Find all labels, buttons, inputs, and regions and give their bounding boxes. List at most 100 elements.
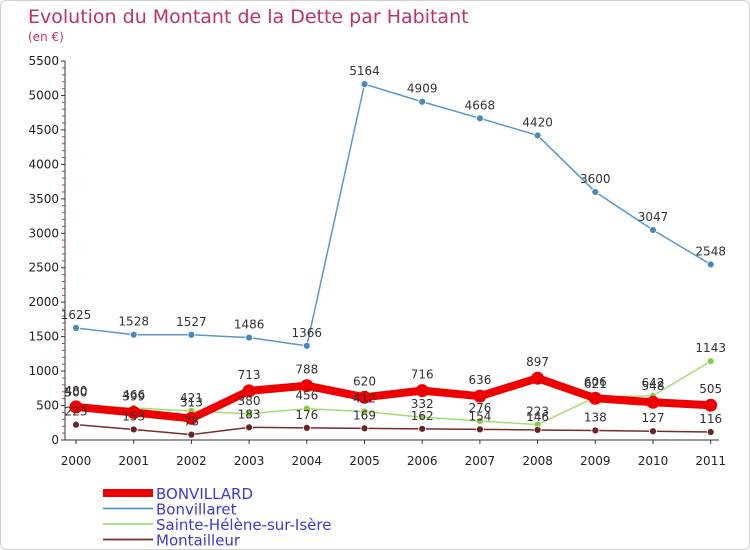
data-label-bonvillaret: 1528 <box>118 315 149 329</box>
data-label-sainte-helene-sur-isere: 412 <box>353 392 376 406</box>
data-label-sainte-helene-sur-isere: 1143 <box>695 341 726 355</box>
data-label-sainte-helene-sur-isere: 621 <box>584 377 607 391</box>
data-label-bonvillaret: 3047 <box>638 210 669 224</box>
data-label-bonvillaret: 1366 <box>292 326 323 340</box>
series-bonvillard <box>69 371 718 425</box>
data-point-sainte-helene-sur-isere <box>245 409 254 418</box>
data-label-bonvillard: 788 <box>295 363 318 377</box>
legend: BONVILLARDBonvillaretSainte-Hélène-sur-I… <box>103 485 331 550</box>
data-label-bonvillaret: 1486 <box>234 318 265 332</box>
chart-axes: 0 500 1000 1500 2000 2500 3000 3500 4000 4500 5000… <box>28 54 726 468</box>
data-point-bonvillaret <box>649 226 657 234</box>
data-label-bonvillaret: 4668 <box>465 98 496 112</box>
data-point-bonvillaret <box>72 324 80 332</box>
data-label-montailleur: 138 <box>584 410 607 424</box>
data-point-bonvillard <box>704 398 718 412</box>
data-point-bonvillard <box>646 395 660 409</box>
y-tick-label: 5500 <box>28 54 59 68</box>
data-point-bonvillard <box>242 384 256 398</box>
y-tick-label: 4000 <box>28 157 59 171</box>
x-tick-label: 2006 <box>407 454 438 468</box>
y-tick-label: 5000 <box>28 88 59 102</box>
data-point-bonvillard <box>588 391 602 405</box>
series-layer <box>69 80 718 439</box>
x-tick-label: 2004 <box>292 454 323 468</box>
x-tick-label: 2001 <box>118 454 149 468</box>
data-point-sainte-helene-sur-isere <box>706 357 715 366</box>
data-label-bonvillard: 505 <box>699 382 722 396</box>
x-tick-label: 2007 <box>465 454 496 468</box>
data-label-sainte-helene-sur-isere: 223 <box>526 405 549 419</box>
data-point-sainte-helene-sur-isere <box>360 407 369 416</box>
series-line-bonvillard <box>75 374 711 423</box>
data-label-montailleur: 176 <box>295 408 318 422</box>
x-tick-label: 2011 <box>695 454 726 468</box>
data-label-bonvillard: 548 <box>642 379 665 393</box>
data-label-bonvillard: 716 <box>411 368 434 382</box>
data-label-sainte-helene-sur-isere: 500 <box>65 386 88 400</box>
data-point-bonvillard <box>531 371 545 385</box>
data-label-sainte-helene-sur-isere: 380 <box>238 394 261 408</box>
data-label-montailleur: 154 <box>468 409 491 423</box>
data-point-bonvillard <box>358 390 371 404</box>
data-labels: 1625 1528 1527 1486 1366 5164 4909 4668 4420 3600… <box>61 64 726 428</box>
chart-subtitle: (en €) <box>28 30 64 44</box>
data-label-bonvillard: 620 <box>353 374 376 388</box>
data-point-montailleur <box>591 426 600 435</box>
chart-title: Evolution du Montant de la Dette par Hab… <box>28 6 469 28</box>
data-label-sainte-helene-sur-isere: 642 <box>642 376 665 390</box>
data-label-bonvillaret: 3600 <box>580 172 611 186</box>
data-point-bonvillaret <box>475 114 484 123</box>
y-tick-label: 1000 <box>28 364 59 378</box>
data-label-sainte-helene-sur-isere: 276 <box>468 401 491 415</box>
data-point-sainte-helene-sur-isere <box>302 404 311 413</box>
data-point-montailleur <box>706 428 715 436</box>
data-point-bonvillard <box>69 400 83 414</box>
y-tick-label: 3500 <box>28 192 59 206</box>
x-tick-label: 2002 <box>176 454 207 468</box>
data-point-bonvillaret <box>706 260 715 269</box>
data-point-bonvillaret <box>245 333 254 342</box>
data-label-sainte-helene-sur-isere: 466 <box>122 388 145 402</box>
data-label-bonvillard: 480 <box>65 384 88 398</box>
series-line-montailleur <box>75 423 711 436</box>
series-bonvillaret <box>72 80 715 350</box>
data-point-bonvillaret <box>591 188 600 196</box>
data-point-bonvillard <box>184 411 198 425</box>
data-point-montailleur <box>245 423 254 432</box>
data-point-sainte-helene-sur-isere <box>418 413 427 422</box>
data-point-montailleur <box>129 425 138 434</box>
data-label-bonvillaret: 5164 <box>349 64 380 78</box>
legend-label: Bonvillaret <box>156 501 237 519</box>
data-label-montailleur: 223 <box>65 405 88 419</box>
data-label-montailleur: 127 <box>642 411 665 425</box>
data-label-sainte-helene-sur-isere: 456 <box>295 389 318 403</box>
data-point-bonvillaret <box>533 131 542 140</box>
series-montailleur <box>72 420 715 439</box>
series-line-bonvillaret <box>75 83 712 347</box>
data-point-bonvillaret <box>302 341 311 350</box>
data-label-bonvillard: 399 <box>122 390 145 404</box>
x-tick-label: 2000 <box>61 454 92 468</box>
y-tick-label: 4500 <box>28 123 59 137</box>
x-tick-label: 2009 <box>580 454 611 468</box>
x-tick-label: 2003 <box>234 454 265 468</box>
data-point-bonvillard <box>415 384 429 398</box>
y-tick-label: 500 <box>36 399 59 413</box>
data-point-montailleur <box>533 426 542 434</box>
x-tick-label: 2008 <box>522 454 553 468</box>
y-tick-label: 2000 <box>28 295 59 309</box>
y-tick-label: 0 <box>51 433 59 447</box>
data-label-bonvillaret: 2548 <box>695 244 726 258</box>
legend-label: Montailleur <box>156 532 241 550</box>
data-point-bonvillaret <box>418 97 427 106</box>
data-point-montailleur <box>418 424 427 433</box>
data-label-montailleur: 183 <box>238 407 261 421</box>
data-label-bonvillard: 313 <box>180 395 203 409</box>
data-label-bonvillaret: 1527 <box>176 315 207 329</box>
data-point-montailleur <box>649 427 657 436</box>
data-point-montailleur <box>360 424 369 433</box>
data-label-bonvillard: 713 <box>238 368 261 382</box>
